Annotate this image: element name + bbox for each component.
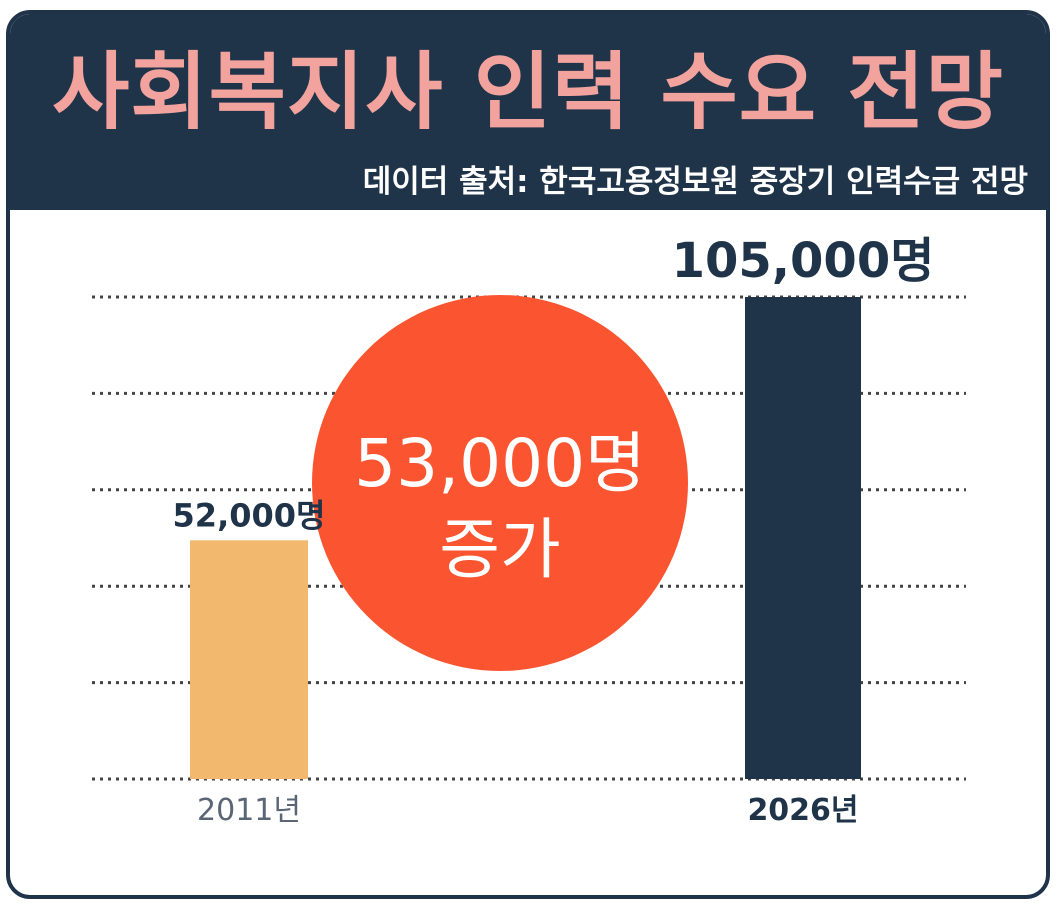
bar-value-label-1: 105,000명 xyxy=(672,233,935,289)
bars xyxy=(190,297,861,779)
increase-callout: 53,000명 증가 xyxy=(312,295,688,671)
increase-callout-circle xyxy=(312,295,688,671)
bar-1 xyxy=(745,297,861,779)
x-tick-label-1: 2026년 xyxy=(747,793,858,828)
bar-value-label-0: 52,000명 xyxy=(173,496,326,534)
x-tick-label-0: 2011년 xyxy=(197,793,301,828)
increase-label: 증가 xyxy=(439,511,560,588)
infographic-frame: 사회복지사 인력 수요 전망 데이터 출처: 한국고용정보원 중장기 인력수급 … xyxy=(6,10,1050,899)
page-title: 사회복지사 인력 수요 전망 xyxy=(52,43,1004,141)
header-banner: 사회복지사 인력 수요 전망 데이터 출처: 한국고용정보원 중장기 인력수급 … xyxy=(10,14,1046,210)
increase-amount: 53,000명 xyxy=(354,425,646,502)
data-source-note: 데이터 출처: 한국고용정보원 중장기 인력수급 전망 xyxy=(362,164,1028,200)
bar-0 xyxy=(190,540,308,779)
labels: 52,000명 2011년 105,000명 2026년 xyxy=(173,233,935,828)
